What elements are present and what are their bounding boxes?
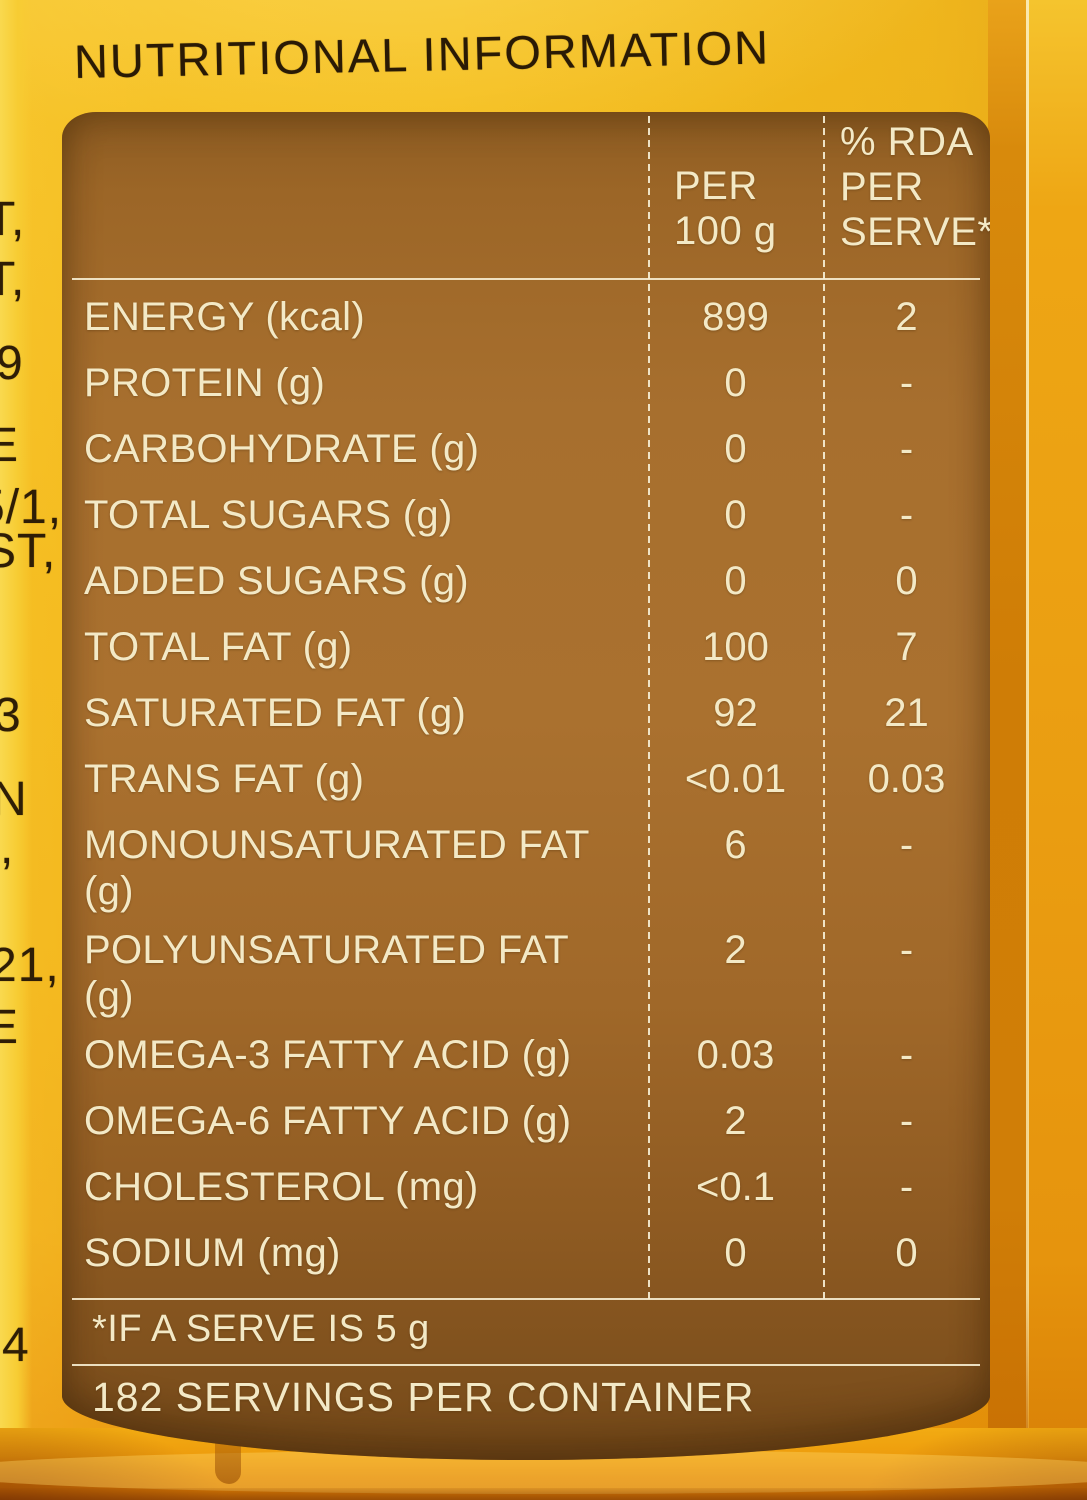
edge-fragment: , [0,821,15,874]
value-rda: - [899,1165,914,1209]
value-per-100g: <0.01 [684,757,787,801]
bottom-dark-edge [0,1488,1087,1500]
edge-fragment: 21, [0,939,60,992]
value-per-100g: 92 [713,691,758,735]
serve-note: *IF A SERVE IS 5 g [92,1308,430,1350]
right-outer-band [1029,0,1087,1500]
value-rda: 21 [884,691,929,735]
column-divider-rda [823,116,825,1300]
column-header-rda: % RDA PER SERVE* [840,120,990,255]
table-row-energy: ENERGY (kcal) 899 2 [62,288,990,354]
value-per-100g: <0.1 [696,1165,775,1209]
value-rda: 0 [895,1231,918,1275]
servings-note: 182 SERVINGS PER CONTAINER [92,1374,755,1420]
column-header-rda-line1: % RDA [840,120,974,164]
row-label: PROTEIN (g) [84,361,326,405]
edge-fragment: E [0,1001,20,1054]
column-header-rda-line3: SERVE* [840,210,990,254]
value-per-100g: 6 [724,823,747,867]
nutrition-panel: PER 100 g % RDA PER SERVE* ENERGY (kcal)… [62,112,990,1460]
table-row-total-sugars: TOTAL SUGARS (g) 0 - [62,486,990,552]
row-label: OMEGA-6 FATTY ACID (g) [84,1099,572,1143]
table-row-protein: PROTEIN (g) 0 - [62,354,990,420]
edge-fragment: 3 [0,689,22,742]
nutrition-table: ENERGY (kcal) 899 2 PROTEIN (g) 0 - CARB… [62,288,990,1290]
value-rda: - [899,493,914,537]
row-label: SODIUM (mg) [84,1231,341,1275]
row-label: TOTAL SUGARS (g) [84,493,453,537]
table-row-total-fat: TOTAL FAT (g) 100 7 [62,618,990,684]
edge-fragment: N [0,773,28,826]
table-row-polyunsaturated-fat: POLYUNSATURATED FAT (g) 2 - [62,921,990,1026]
value-per-100g: 2 [724,928,747,972]
table-row-trans-fat: TRANS FAT (g) <0.01 0.03 [62,750,990,816]
value-per-100g: 0 [724,493,747,537]
table-row-carbohydrate: CARBOHYDRATE (g) 0 - [62,420,990,486]
value-per-100g: 2 [724,1099,747,1143]
table-row-omega-3: OMEGA-3 FATTY ACID (g) 0.03 - [62,1026,990,1092]
edge-fragment: 4 [2,1319,30,1372]
footer-rule-1 [72,1298,980,1300]
header-rule [72,278,980,280]
value-rda: - [899,1099,914,1143]
table-row-added-sugars: ADDED SUGARS (g) 0 0 [62,552,990,618]
label-edge-highlight-line [1026,0,1029,1468]
table-row-cholesterol: CHOLESTEROL (mg) <0.1 - [62,1158,990,1224]
value-rda: - [899,361,914,405]
column-header-per-100g-line2: 100 g [674,209,777,253]
value-rda: 2 [895,295,918,339]
right-shadow-band [988,0,1028,1500]
row-label: MONOUNSATURATED FAT (g) [84,823,589,913]
row-label: CARBOHYDRATE (g) [84,427,480,471]
table-row-omega-6: OMEGA-6 FATTY ACID (g) 2 - [62,1092,990,1158]
edge-fragment: ST, [0,525,57,578]
row-label: TOTAL FAT (g) [84,625,353,669]
value-rda: 0.03 [867,757,946,801]
value-rda: - [899,823,914,867]
value-rda: 7 [895,625,918,669]
row-label: SATURATED FAT (g) [84,691,467,735]
value-per-100g: 899 [702,295,769,339]
value-per-100g: 0 [724,1231,747,1275]
table-row-sodium: SODIUM (mg) 0 0 [62,1224,990,1290]
table-row-monounsaturated-fat: MONOUNSATURATED FAT (g) 6 - [62,816,990,921]
edge-fragment: 5/1, [0,481,63,534]
value-per-100g: 0 [724,559,747,603]
row-label: TRANS FAT (g) [84,757,365,801]
value-per-100g: 100 [702,625,769,669]
column-header-rda-line2: PER [840,165,924,209]
column-header-per-100g: PER 100 g [674,164,777,254]
table-row-saturated-fat: SATURATED FAT (g) 92 21 [62,684,990,750]
value-per-100g: 0 [724,427,747,471]
value-per-100g: 0.03 [696,1033,775,1077]
left-edge-highlight [0,0,32,1500]
value-rda: - [899,1033,914,1077]
value-rda: 0 [895,559,918,603]
value-rda: - [899,427,914,471]
value-per-100g: 0 [724,361,747,405]
row-label: ADDED SUGARS (g) [84,559,469,603]
row-label: ENERGY (kcal) [84,295,365,339]
row-label: OMEGA-3 FATTY ACID (g) [84,1033,572,1077]
row-label: POLYUNSATURATED FAT (g) [84,928,569,1018]
edge-fragment: 9 [0,337,24,390]
column-header-per-100g-line1: PER [674,164,758,208]
edge-fragment: E [0,419,20,472]
column-divider-per-100g [648,116,650,1300]
row-label: CHOLESTEROL (mg) [84,1165,479,1209]
edge-fragment: T, [0,253,26,306]
edge-fragment: T, [0,193,26,246]
value-rda: - [899,928,914,972]
footer-rule-2 [72,1364,980,1366]
